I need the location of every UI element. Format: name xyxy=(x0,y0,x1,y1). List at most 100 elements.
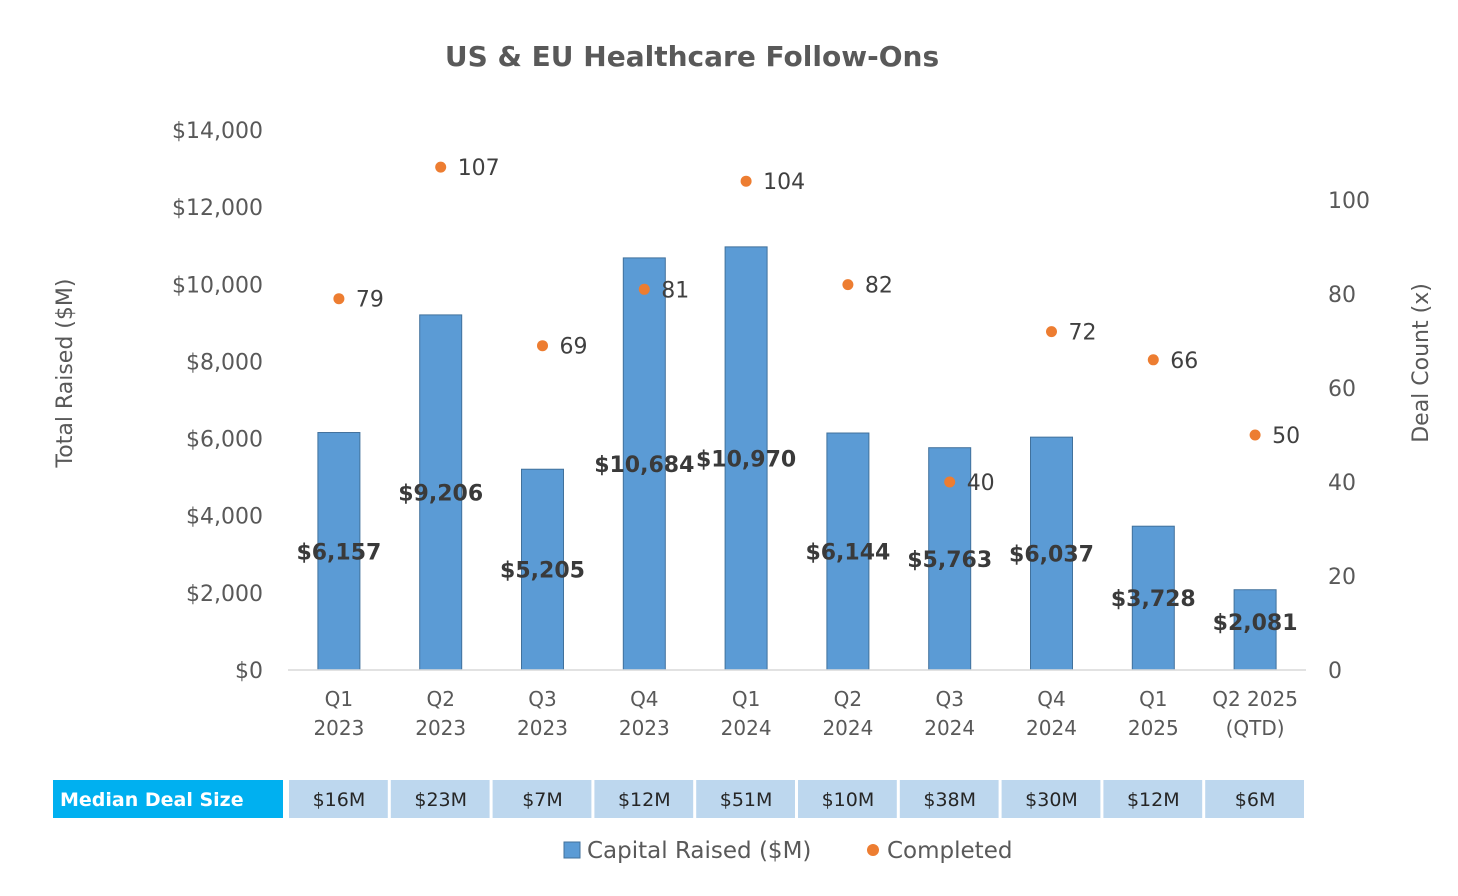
bar xyxy=(1030,436,1073,671)
median-table-cell xyxy=(390,780,490,818)
x-tick-label: 2023 xyxy=(415,716,466,740)
median-table-cell xyxy=(899,780,999,818)
completed-point xyxy=(842,279,854,291)
bar-value-label: $6,037 xyxy=(1009,543,1094,568)
completed-point xyxy=(435,161,447,173)
x-tick-label: 2023 xyxy=(517,716,568,740)
chart-title: US & EU Healthcare Follow-Ons xyxy=(445,40,939,73)
median-table-cell xyxy=(1103,780,1203,818)
median-deal-size-value: $12M xyxy=(618,789,671,811)
median-table-cell xyxy=(492,780,592,818)
plot-area: $0 $2,000 $4,000 $6,000 $8,000 $10,000 $12,000… xyxy=(172,119,1370,740)
median-table-cell xyxy=(798,780,897,818)
legend: Capital Raised ($M) Completed xyxy=(563,838,1012,864)
bar-value-label: $10,684 xyxy=(594,453,694,478)
x-tick-label: Q4 xyxy=(1037,687,1065,711)
bar xyxy=(724,246,768,671)
median-table-cell xyxy=(1001,780,1101,818)
y2-tick-label: 20 xyxy=(1328,565,1356,590)
completed-point xyxy=(638,283,650,295)
x-tick-label: 2023 xyxy=(619,716,670,740)
bar xyxy=(826,432,870,671)
median-table-cell xyxy=(289,780,388,818)
median-table-cell xyxy=(1205,780,1304,818)
bar-value-label: $2,081 xyxy=(1213,611,1298,636)
bar-value-label: $5,763 xyxy=(907,548,992,573)
bar xyxy=(419,314,463,671)
completed-point xyxy=(944,476,956,488)
x-tick-label: Q3 xyxy=(935,687,963,711)
bar xyxy=(1233,589,1277,671)
x-tick-label: Q2 xyxy=(426,687,454,711)
x-tick-label: Q1 xyxy=(732,687,760,711)
bar xyxy=(521,468,564,671)
y2-tick-label: 80 xyxy=(1328,283,1356,308)
y-tick-label: $12,000 xyxy=(172,196,263,221)
legend-dot-swatch xyxy=(867,844,879,856)
x-tick-label: (QTD) xyxy=(1226,716,1285,740)
y-tick-label: $0 xyxy=(235,659,263,684)
x-tick-label: Q1 xyxy=(1139,687,1167,711)
x-tick-label: Q2 2025 xyxy=(1212,687,1298,711)
median-deal-size-value: $16M xyxy=(313,789,366,811)
y-tick-label: $4,000 xyxy=(186,505,263,530)
completed-point xyxy=(1046,326,1057,338)
median-table-header-cell xyxy=(53,780,283,818)
median-deal-size-value: $51M xyxy=(720,789,773,811)
bar-value-label: $3,728 xyxy=(1111,587,1196,612)
x-tick-label: 2024 xyxy=(822,716,873,740)
completed-value-label: 72 xyxy=(1069,321,1097,346)
median-deal-size-value: $12M xyxy=(1127,789,1180,811)
x-tick-label: 2023 xyxy=(313,716,364,740)
legend-label-capital-raised: Capital Raised ($M) xyxy=(587,838,811,864)
median-deal-size-table: Median Deal Size $16M $23M $7M $12M $51M $10M $… xyxy=(53,780,1304,818)
completed-value-label: 107 xyxy=(458,156,500,181)
completed-point xyxy=(1147,354,1159,366)
legend-label-completed: Completed xyxy=(887,838,1012,864)
completed-point xyxy=(740,175,752,187)
completed-value-label: 66 xyxy=(1170,349,1198,374)
y2-tick-label: 60 xyxy=(1328,377,1356,402)
median-table-header: Median Deal Size xyxy=(60,789,244,811)
y-tick-label: $10,000 xyxy=(172,273,263,298)
bar xyxy=(622,257,666,671)
y-tick-label: $2,000 xyxy=(186,582,263,607)
median-deal-size-value: $30M xyxy=(1025,789,1078,811)
x-tick-label: 2024 xyxy=(721,716,772,740)
y-tick-label: $14,000 xyxy=(172,119,263,144)
y2-tick-label: 0 xyxy=(1328,659,1342,684)
completed-value-label: 82 xyxy=(865,274,893,299)
bar-value-label: $9,206 xyxy=(398,481,483,506)
median-deal-size-value: $7M xyxy=(522,789,563,811)
legend-bar-swatch xyxy=(563,841,581,859)
completed-point xyxy=(333,293,345,305)
completed-value-label: 50 xyxy=(1272,424,1300,449)
x-tick-label: Q4 xyxy=(630,687,658,711)
x-tick-label: Q2 xyxy=(834,687,862,711)
bar-value-label: $10,970 xyxy=(696,447,796,472)
bar-value-label: $6,144 xyxy=(805,541,890,566)
completed-value-label: 104 xyxy=(763,170,805,195)
x-tick-label: 2025 xyxy=(1128,716,1179,740)
y-tick-label: $8,000 xyxy=(186,350,263,375)
completed-point xyxy=(1249,429,1261,441)
completed-value-label: 79 xyxy=(356,288,384,313)
x-tick-label: Q1 xyxy=(325,687,353,711)
x-tick-label: 2024 xyxy=(924,716,975,740)
completed-point xyxy=(537,340,548,352)
x-tick-label: 2024 xyxy=(1026,716,1077,740)
y2-tick-label: 40 xyxy=(1328,471,1356,496)
bar-value-label: $5,205 xyxy=(500,559,585,584)
completed-value-label: 81 xyxy=(661,278,689,303)
bar-value-label: $6,157 xyxy=(296,540,381,565)
completed-value-label: 40 xyxy=(967,471,995,496)
y2-tick-label: 100 xyxy=(1328,189,1370,214)
median-deal-size-value: $6M xyxy=(1235,789,1276,811)
y-tick-label: $6,000 xyxy=(186,428,263,453)
median-table-cell xyxy=(696,780,795,818)
median-deal-size-value: $38M xyxy=(923,789,976,811)
median-deal-size-value: $23M xyxy=(414,789,467,811)
y-axis-title: Total Raised ($M) xyxy=(53,279,78,469)
median-deal-size-value: $10M xyxy=(822,789,875,811)
